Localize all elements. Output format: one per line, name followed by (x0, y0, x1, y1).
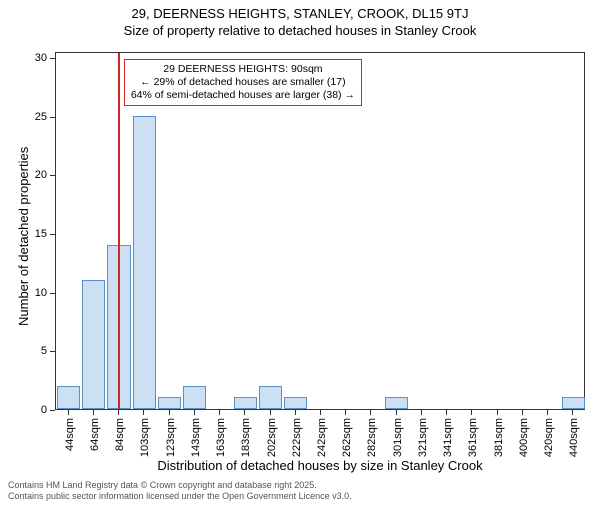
bar (234, 397, 257, 409)
x-tick-label: 361sqm (467, 418, 479, 457)
x-tick-label: 381sqm (493, 418, 505, 457)
bar (562, 397, 585, 409)
y-tick-label: 15 (0, 228, 47, 240)
x-tick-label: 341sqm (442, 418, 454, 457)
x-tick-label: 64sqm (89, 418, 101, 451)
title-line-2: Size of property relative to detached ho… (0, 23, 600, 38)
x-tick-label: 44sqm (64, 418, 76, 451)
info-box-line: ← 29% of detached houses are smaller (17… (131, 76, 355, 89)
y-tick-label: 30 (0, 52, 47, 64)
x-tick-label: 301sqm (392, 418, 404, 457)
x-tick-label: 84sqm (114, 418, 126, 451)
x-tick-label: 163sqm (215, 418, 227, 457)
footer-line-1: Contains HM Land Registry data © Crown c… (8, 480, 592, 491)
x-axis-label: Distribution of detached houses by size … (55, 458, 585, 473)
info-box-line: 64% of semi-detached houses are larger (… (131, 89, 355, 102)
x-tick-label: 282sqm (366, 418, 378, 457)
y-tick-label: 25 (0, 111, 47, 123)
bar (82, 280, 105, 409)
bar (158, 397, 181, 409)
info-box-line: 29 DEERNESS HEIGHTS: 90sqm (131, 63, 355, 76)
bar (259, 386, 282, 409)
x-tick-label: 321sqm (417, 418, 429, 457)
y-tick-label: 0 (0, 404, 47, 416)
chart-plot-area: 29 DEERNESS HEIGHTS: 90sqm← 29% of detac… (55, 52, 585, 410)
x-tick-label: 262sqm (341, 418, 353, 457)
bar (57, 386, 80, 409)
x-tick-label: 103sqm (139, 418, 151, 457)
y-tick-label: 10 (0, 287, 47, 299)
y-tick-label: 5 (0, 345, 47, 357)
x-tick-label: 440sqm (568, 418, 580, 457)
x-tick-label: 143sqm (190, 418, 202, 457)
bar (284, 397, 307, 409)
x-tick-label: 183sqm (240, 418, 252, 457)
x-tick-label: 202sqm (266, 418, 278, 457)
x-tick-label: 242sqm (316, 418, 328, 457)
x-tick-label: 400sqm (518, 418, 530, 457)
bar (385, 397, 408, 409)
x-tick-label: 222sqm (291, 418, 303, 457)
x-tick-label: 420sqm (543, 418, 555, 457)
bar (133, 116, 156, 409)
x-tick-label: 123sqm (165, 418, 177, 457)
title-line-1: 29, DEERNESS HEIGHTS, STANLEY, CROOK, DL… (0, 6, 600, 21)
y-tick-label: 20 (0, 169, 47, 181)
bar (183, 386, 206, 409)
info-box: 29 DEERNESS HEIGHTS: 90sqm← 29% of detac… (124, 59, 362, 106)
reference-line (118, 53, 120, 409)
